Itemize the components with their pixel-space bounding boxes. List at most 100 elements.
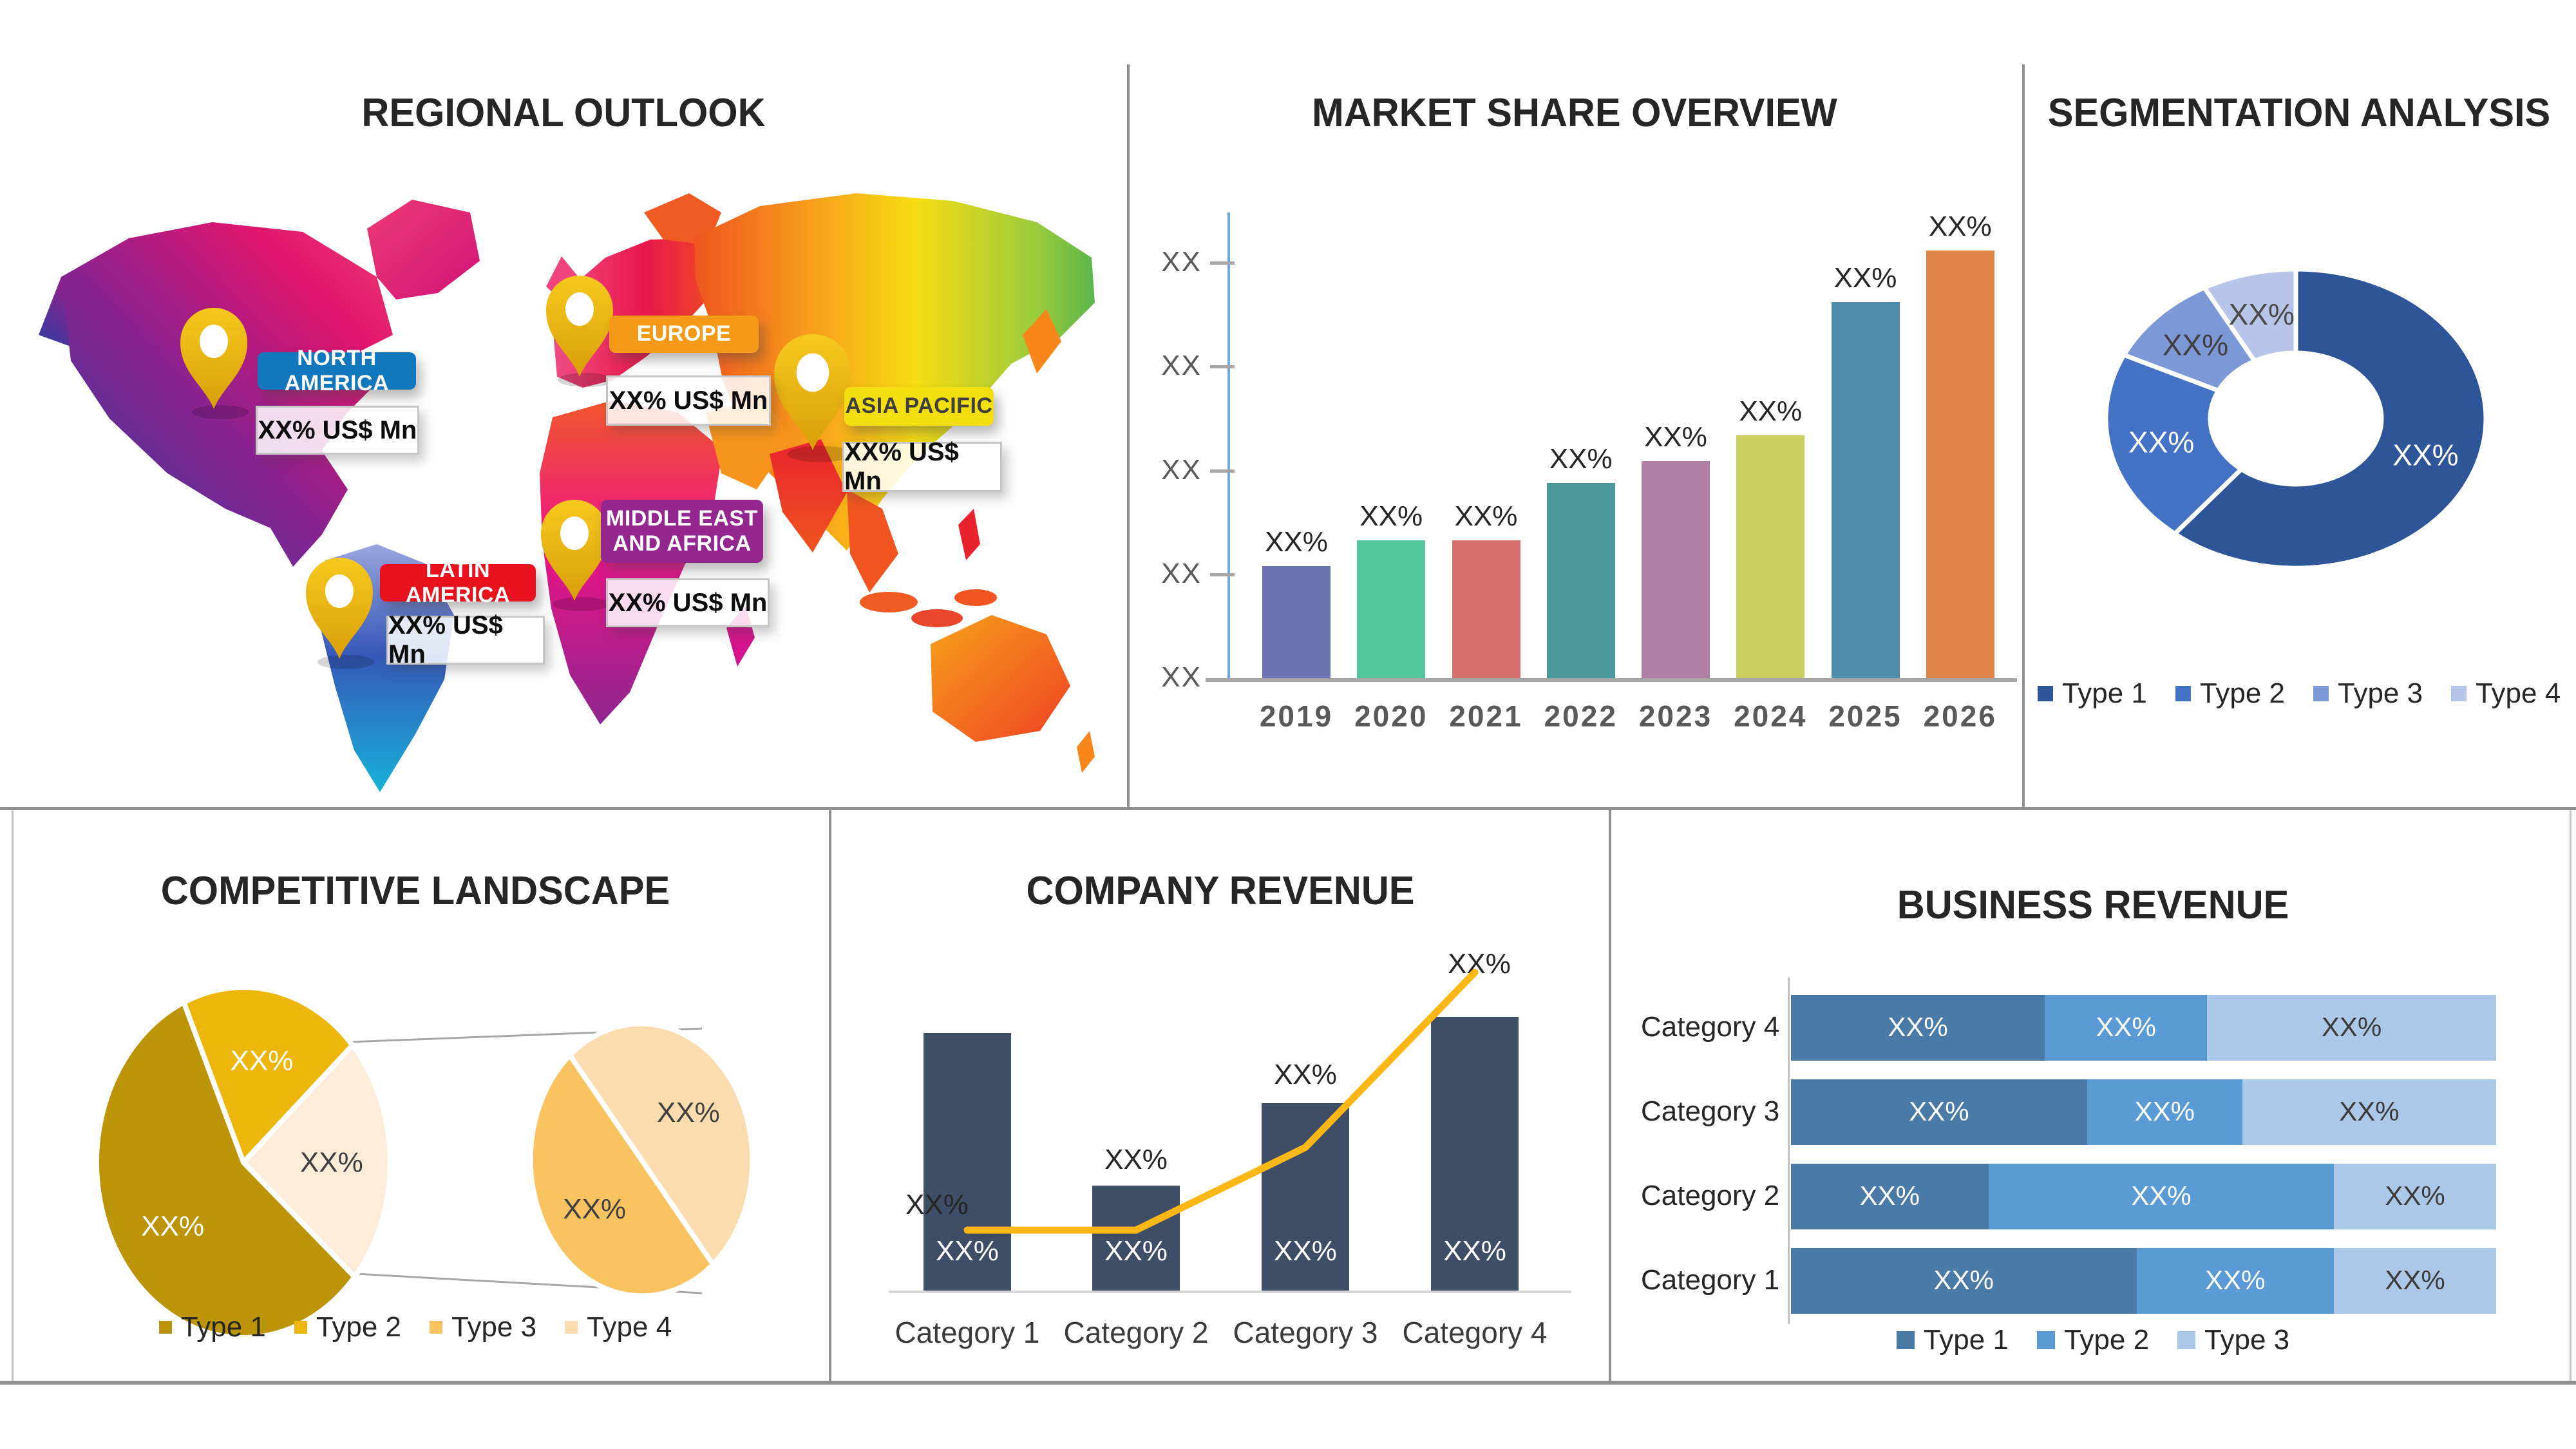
y-tick-label: XX [1161,246,1202,278]
y-tick-label: XX [1161,557,1202,589]
region-label-asia-pacific: ASIA PACIFIC [844,387,994,426]
legend-item-type-1: Type 1 [158,1311,266,1343]
region-label-north-america: NORTH AMERICA [258,346,416,395]
cr-bar-inner-label: XX% [1443,1235,1506,1267]
world-map [39,193,1095,792]
ms-x-label: 2021 [1449,699,1523,733]
legend-item-type-3: Type 3 [2313,677,2423,710]
region-label-europe: EUROPE [609,316,759,353]
main-pie-slice-label: XX% [141,1210,204,1242]
ms-bar-value-label: XX% [1644,421,1707,453]
cr-bar-2 [1092,1185,1180,1291]
title-business: BUSINESS REVENUE [1897,883,2289,927]
donut-slice-type-4 [2202,267,2298,364]
edge-right [2570,810,2571,1381]
br-segment-label: XX% [2131,1180,2192,1211]
ms-bar-value-label: XX% [1928,210,1992,242]
br-category-label: Category 3 [1641,1095,1780,1127]
cr-line-point-label: XX% [1448,948,1511,980]
x-axis-line [1206,678,2017,682]
ms-bar-2023 [1642,460,1710,678]
segmentation-legend: Type 1 Type 2 Type 3 Type 4 [2022,677,2576,710]
y-tick-mark [1210,261,1235,265]
legend-label: Type 3 [2204,1324,2290,1356]
continent-australia [931,615,1095,773]
continent-north-america [39,200,480,567]
legend-item-type-1: Type 1 [1896,1324,2009,1356]
continent-asia [694,193,1095,627]
legend-item-type-3: Type 3 [2177,1324,2289,1356]
main-pie-slice-label: XX% [231,1045,294,1076]
br-segment-type-1 [1791,1164,1989,1229]
legend-label: Type 1 [180,1311,266,1343]
competitive-pie-of-pie-chart: XX% XX% XX% XX% XX% [93,985,755,1341]
ms-x-label: 2024 [1734,699,1808,733]
ms-bar-2021 [1452,540,1520,678]
cr-trend-line [963,969,1479,1234]
ms-x-label: 2020 [1354,699,1428,733]
legend-item-type-3: Type 3 [430,1311,536,1343]
divider-top-right [2022,64,2025,809]
ms-x-label: 2025 [1828,699,1902,733]
br-segment-label: XX% [2096,1012,2156,1042]
divider-bottom-left [829,810,831,1383]
br-axis-line [1788,978,1790,1324]
title-competitive: COMPETITIVE LANDSCAPE [160,869,670,913]
cr-line-point-label: XX% [1274,1059,1337,1090]
legend-swatch-icon [158,1321,172,1334]
legend-label: Type 2 [2063,1324,2150,1356]
company-revenue-trend-line [963,969,1479,1234]
secondary-pie-slice-label: XX% [657,1097,720,1128]
legend-swatch-icon [2451,686,2467,701]
title-market-share: MARKET SHARE OVERVIEW [1312,91,1837,135]
main-pie-slice-type-2 [181,985,355,1165]
divider-bottom [0,1381,2576,1385]
br-segment-label: XX% [2339,1096,2400,1126]
br-segment-label: XX% [1909,1096,1969,1126]
legend-swatch-icon [2177,1331,2196,1349]
title-segmentation: SEGMENTATION ANALYSIS [2047,91,2551,135]
segmentation-donut-chart: XX%XX%XX%XX% [2103,267,2488,571]
legend-item-type-4: Type 4 [565,1311,672,1343]
donut-slice-label: XX% [2392,439,2458,472]
legend-item-type-2: Type 2 [2036,1324,2150,1356]
br-segment-type-2 [1988,1164,2334,1229]
legend-item-type-4: Type 4 [2451,677,2561,710]
legend-label: Type 1 [2061,677,2147,709]
ms-bar-2026 [1926,250,1994,678]
br-segment-label: XX% [1933,1265,1994,1295]
ms-x-label: 2019 [1259,699,1334,733]
secondary-pie-slice-label: XX% [563,1193,626,1225]
legend-label: Type 3 [451,1311,537,1343]
ms-bar-value-label: XX% [1265,526,1328,558]
region-label-latin-america: LATIN AMERICA [380,558,536,607]
legend-item-type-2: Type 2 [2175,677,2285,710]
legend-swatch-icon [2036,1331,2055,1349]
br-segment-type-1 [1791,1248,2137,1314]
donut-slice-type-1 [2172,267,2488,571]
divider-top-left [1127,64,1130,809]
cr-axis-line [889,1291,1571,1293]
y-tick-mark [1210,573,1235,576]
cr-x-label: Category 3 [1233,1316,1378,1349]
legend-swatch-icon [294,1321,307,1334]
title-regional-outlook: REGIONAL OUTLOOK [361,91,766,135]
br-segment-type-2 [2136,1248,2334,1314]
ms-bar-value-label: XX% [1454,500,1518,532]
cr-bar-1 [923,1032,1011,1291]
ms-bar-2020 [1357,540,1426,678]
br-segment-label: XX% [2205,1265,2266,1295]
main-pie-slice-type-1 [93,999,357,1341]
donut-slice-label: XX% [2128,425,2194,459]
ms-bar-2019 [1262,565,1331,678]
br-segment-label: XX% [1859,1180,1920,1211]
ms-bar-2025 [1831,302,1900,678]
y-tick-mark [1210,365,1235,369]
ms-bar-value-label: XX% [1549,442,1613,475]
cr-bar-inner-label: XX% [936,1235,999,1267]
region-value: XX% US$ Mn [606,578,770,627]
ms-bar-2024 [1736,435,1805,678]
region-value: XX% US$ Mn [842,438,1002,495]
legend-label: Type 3 [2338,677,2423,709]
